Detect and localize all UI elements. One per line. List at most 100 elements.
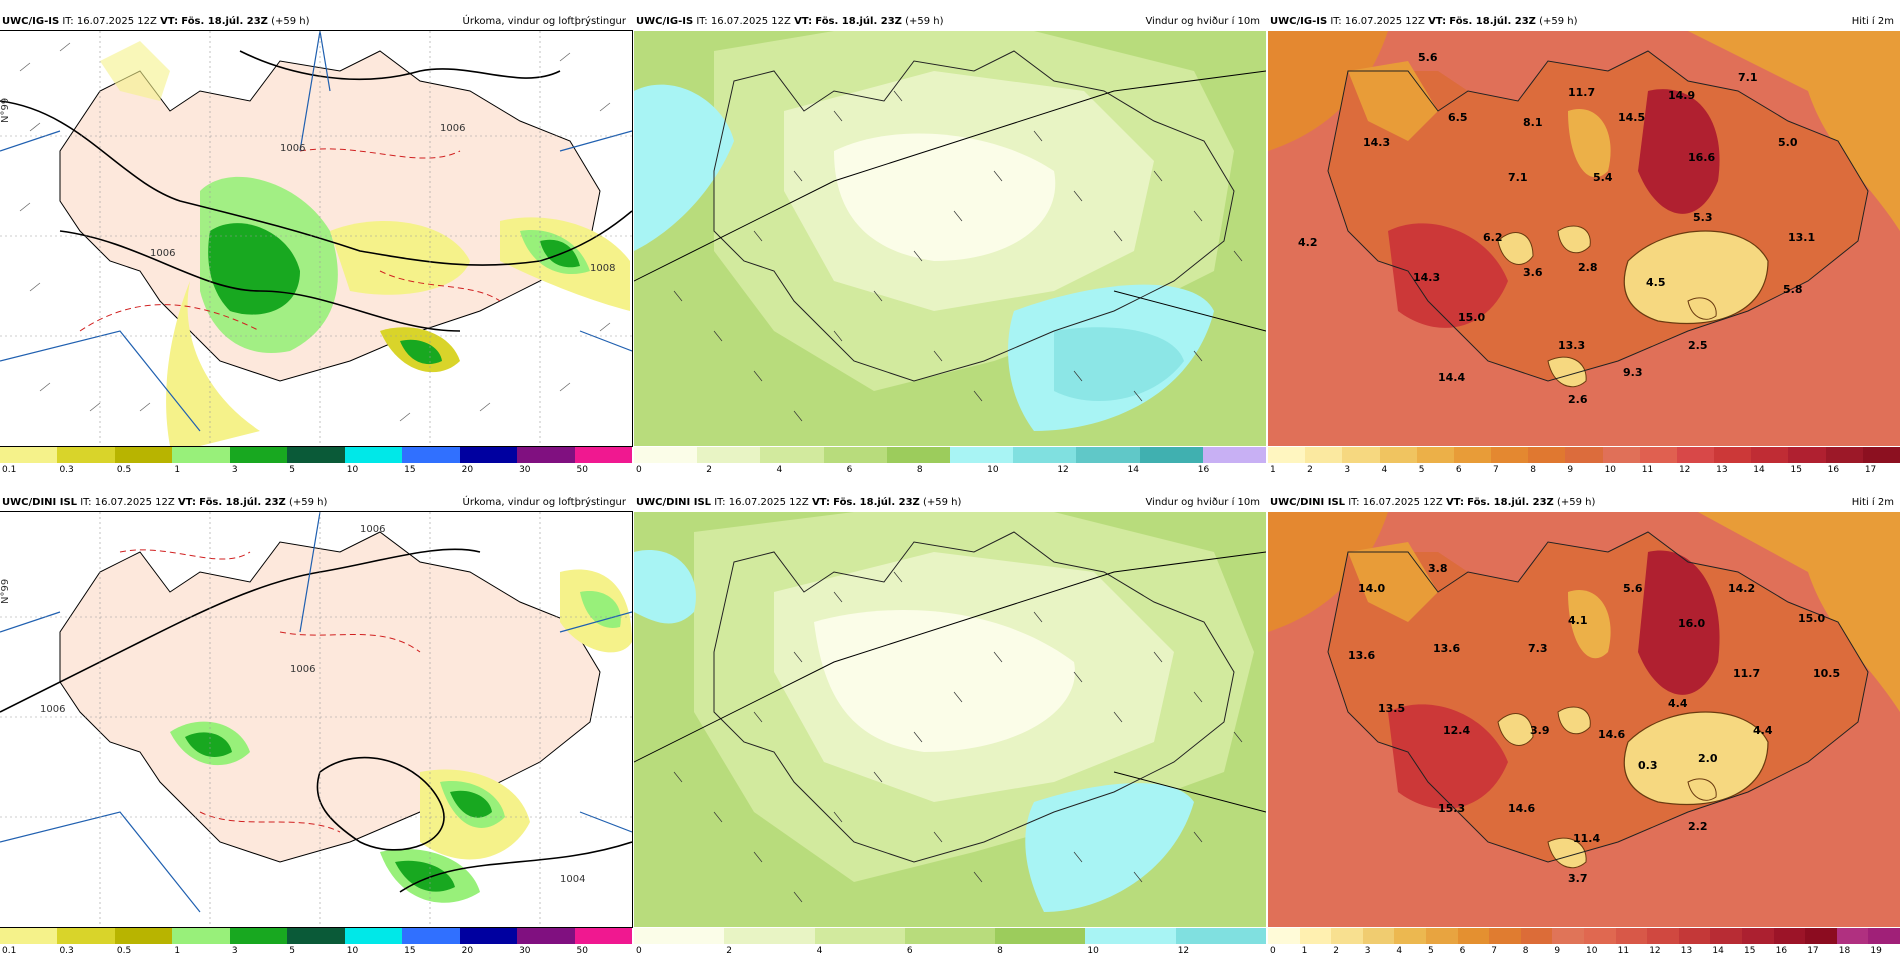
temperature-label: 14.4 [1438, 371, 1465, 384]
temperature-label: 16.0 [1678, 617, 1705, 630]
colorbar-swatch [172, 447, 230, 463]
colorbar-swatch [1714, 447, 1752, 463]
temperature-label: 14.6 [1598, 728, 1625, 741]
colorbar-swatch [950, 447, 1014, 463]
temperature-label: 12.4 [1443, 724, 1470, 737]
temperature-label: 13.3 [1558, 339, 1585, 352]
temp-map[interactable]: 5.6 6.5 8.1 11.7 14.5 14.9 7.1 14.3 7.1 5.4 16.6 5.… [1268, 31, 1900, 446]
precip-map[interactable]: 1006 1006 1006 1008 N°99 [0, 30, 633, 447]
temperature-label: 13.6 [1433, 642, 1460, 655]
precip-colorbar [0, 928, 632, 944]
temperature-label: 14.3 [1363, 136, 1390, 149]
colorbar-tick: 3 [231, 465, 238, 475]
colorbar-tick: 8 [997, 946, 1003, 956]
colorbar-swatch [1602, 447, 1640, 463]
colorbar-tick: 0 [636, 946, 642, 956]
colorbar-swatch [1552, 928, 1584, 944]
colorbar-swatch [574, 928, 632, 944]
temperature-label: 5.6 [1623, 582, 1643, 595]
colorbar-swatch [1457, 928, 1490, 944]
colorbar-tick: 0.1 [2, 465, 17, 475]
colorbar-tick: 10 [987, 465, 999, 475]
colorbar-swatch [995, 928, 1086, 944]
svg-text:1006: 1006 [290, 664, 315, 675]
colorbar-tick: 18 [1838, 946, 1851, 956]
temperature-label: 3.7 [1568, 872, 1588, 885]
wind-map[interactable] [634, 31, 1266, 446]
colorbar-tick: 20 [461, 465, 474, 475]
colorbar-swatch [1678, 928, 1711, 944]
panel-header: UWC/IG-IS IT: 16.07.2025 12Z VT: Fös. 18… [2, 16, 310, 27]
panel-wind-igis: UWC/IG-IS IT: 16.07.2025 12Z VT: Fös. 18… [634, 14, 1267, 486]
temperature-label: 13.6 [1348, 649, 1375, 662]
colorbar-swatch [904, 928, 996, 944]
temperature-label: 6.2 [1483, 231, 1503, 244]
colorbar-swatch [1710, 928, 1742, 944]
temp-colorbar [1268, 447, 1900, 463]
colorbar-swatch [1491, 447, 1529, 463]
colorbar-swatch [517, 447, 575, 463]
colorbar-tick: 20 [461, 946, 474, 956]
colorbar-swatch [1299, 928, 1332, 944]
iceland-land [59, 50, 601, 382]
colorbar-tick: 10 [1604, 465, 1617, 475]
colorbar-tick: 16 [1827, 465, 1840, 475]
colorbar-swatch [0, 928, 58, 944]
temperature-label: 2.8 [1578, 261, 1598, 274]
panel-header: UWC/IG-IS IT: 16.07.2025 12Z VT: Fös. 18… [636, 16, 944, 27]
panel-title: Vindur og hviður í 10m [1145, 497, 1260, 508]
colorbar-tick: 6 [846, 465, 853, 475]
colorbar-swatch [1528, 447, 1566, 463]
colorbar-tick: 1 [174, 946, 181, 956]
colorbar-tick: 11 [1617, 946, 1630, 956]
colorbar-swatch [1583, 928, 1616, 944]
colorbar-swatch [344, 928, 403, 944]
temperature-label: 13.5 [1378, 702, 1405, 715]
colorbar-swatch [1342, 447, 1380, 463]
colorbar-tick: 4 [1396, 946, 1403, 956]
wind-colorbar-ticks: 0 2 4 6 8 10 12 [634, 946, 1266, 958]
colorbar-tick: 30 [519, 946, 531, 956]
colorbar-swatch [287, 928, 345, 944]
temperature-label: 14.5 [1618, 111, 1645, 124]
precip-map[interactable]: 1006 1006 1006 1004 N°99 [0, 511, 633, 928]
temp-colorbar-ticks: 1 2 3 4 5 6 7 8 9 10 11 12 13 14 15 16 17 [1268, 465, 1900, 477]
temperature-label: 3.9 [1530, 724, 1550, 737]
colorbar-tick: 2 [1307, 465, 1313, 475]
colorbar-tick: 7 [1493, 465, 1499, 475]
colorbar-swatch [697, 447, 761, 463]
colorbar-swatch [1565, 447, 1603, 463]
temperature-label: 8.1 [1523, 116, 1543, 129]
colorbar-tick: 5 [289, 946, 295, 956]
colorbar-tick: 0.3 [59, 946, 74, 956]
colorbar-tick: 16 [1197, 465, 1210, 475]
colorbar-swatch [287, 447, 345, 463]
colorbar-swatch [1394, 928, 1426, 944]
colorbar-swatch [1836, 928, 1869, 944]
temperature-label: 6.5 [1448, 111, 1468, 124]
temperature-label: 2.2 [1688, 820, 1708, 833]
temperature-label: 15.0 [1458, 311, 1485, 324]
colorbar-tick: 1 [174, 465, 181, 475]
wind-map[interactable] [634, 512, 1266, 927]
colorbar-tick: 50 [576, 465, 588, 475]
colorbar-swatch [114, 447, 173, 463]
svg-text:N°99: N°99 [0, 98, 11, 123]
svg-text:1006: 1006 [280, 143, 305, 154]
temperature-label: 14.9 [1668, 89, 1695, 102]
isobar [239, 50, 561, 81]
temperature-label: 5.4 [1593, 171, 1613, 184]
colorbar-tick: 10 [1586, 946, 1598, 956]
temperature-label: 5.3 [1693, 211, 1713, 224]
isobar [399, 841, 632, 893]
colorbar-swatch [1825, 447, 1863, 463]
temperature-label: 5.6 [1418, 51, 1438, 64]
svg-text:1006: 1006 [360, 524, 385, 535]
temperature-label: 7.3 [1528, 642, 1548, 655]
colorbar-tick: 13 [1680, 946, 1693, 956]
colorbar-tick: 12 [1678, 465, 1691, 475]
colorbar-tick: 6 [1455, 465, 1462, 475]
temp-map[interactable]: 3.8 14.0 5.6 14.2 16.0 15.0 4.1 13.6 13.6 7.3 11.7… [1268, 512, 1900, 927]
colorbar-swatch [1647, 928, 1679, 944]
wind-colorbar-ticks: 0 2 4 6 8 10 12 14 16 [634, 465, 1266, 477]
